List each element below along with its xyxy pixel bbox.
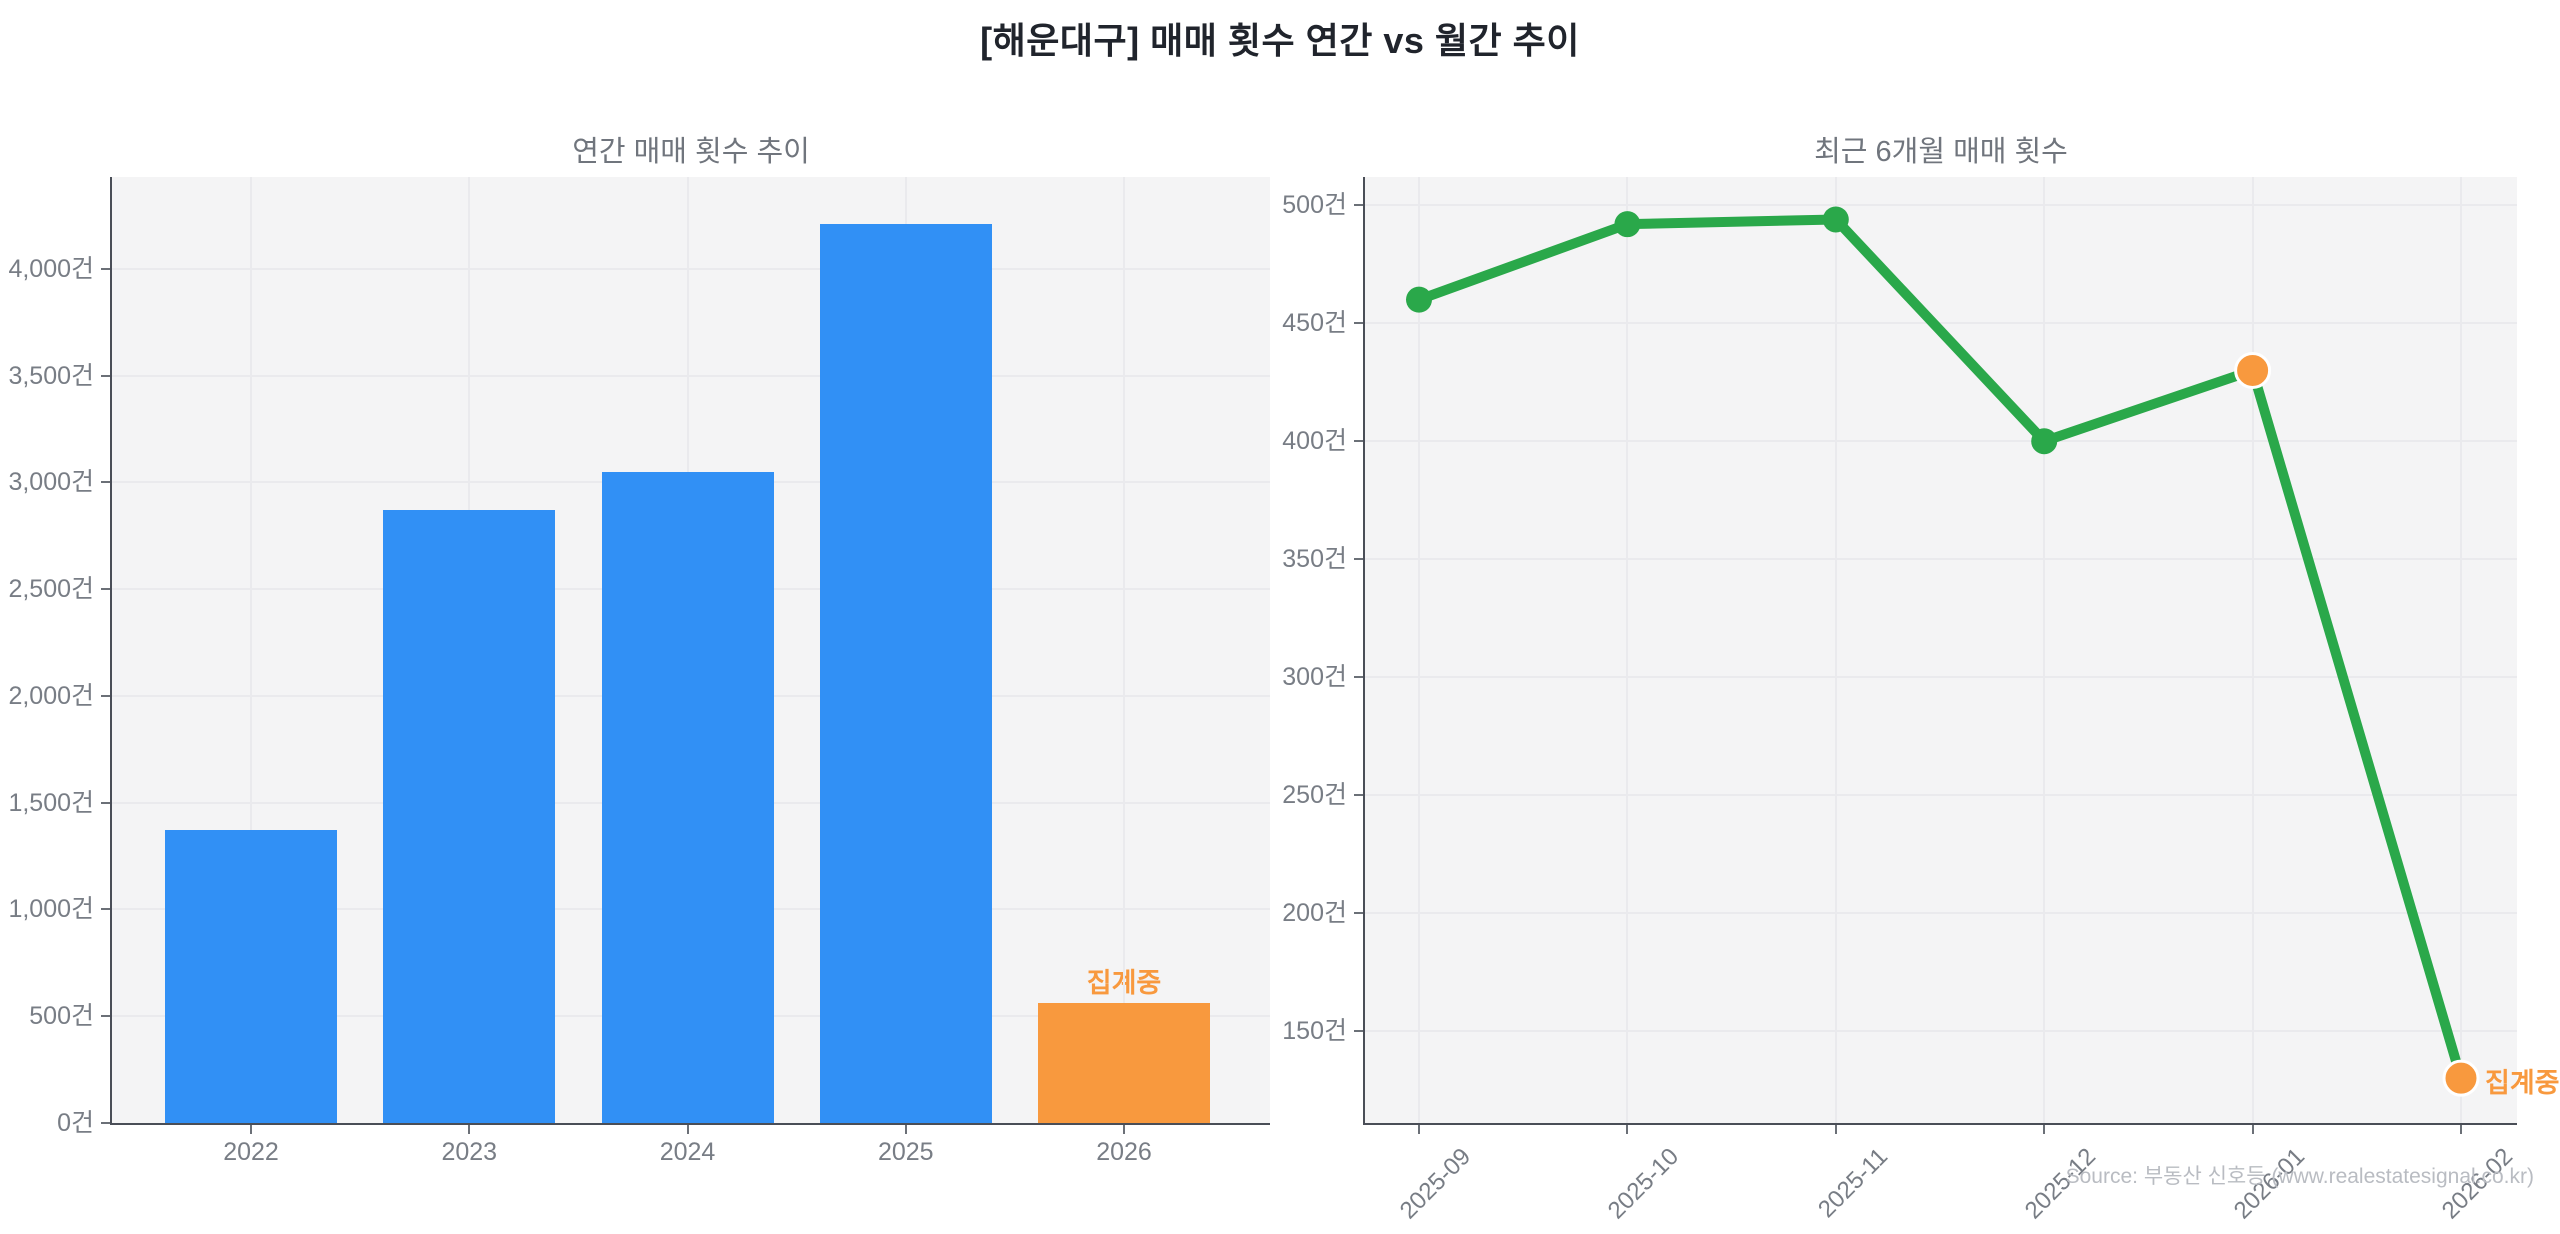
x-gridline [1834,177,1837,1123]
y-tick-label: 500건 [1282,191,1347,220]
y-tick-label: 500건 [29,1002,94,1031]
bar-2022 [165,830,337,1123]
y-tick-mark [1354,912,1363,915]
y-tick-mark [1354,204,1363,207]
y-tick-label: 200건 [1282,899,1347,928]
y-gridline [1365,440,2517,443]
y-tick-label: 3,000건 [8,468,94,497]
page-title: [해운대구] 매매 횟수 연간 vs 월간 추이 [980,20,1580,61]
x-tick-mark [250,1125,252,1134]
bar-2023 [383,510,556,1123]
y-gridline [1365,204,2517,207]
x-tick-label: 2025 [877,1138,934,1166]
monthly-plot-area: 집계중 150건 200건 250건 300건 350건 400건 450건 500건 2025… [1282,177,2560,1224]
data-point-2025-12 [2031,428,2058,455]
annual-x-axis-spine [110,1123,1270,1125]
bar-2026 [1038,1003,1210,1123]
y-tick-mark [101,801,110,804]
y-tick-mark [1354,558,1363,561]
y-gridline [1365,322,2517,325]
annual-chart-title: 연간 매매 횟수 추이 [572,136,810,168]
y-tick-mark [101,588,110,591]
monthly-chart-title: 최근 6개월 매매 횟수 [1814,136,2068,168]
x-tick-label: 2022 [223,1138,279,1166]
y-tick-label: 450건 [1282,309,1347,338]
x-tick-label: 2025-09 [1394,1143,1477,1225]
x-gridline [1123,177,1125,1123]
y-tick-label: 1,000건 [8,895,94,924]
y-tick-label: 1,500건 [8,788,94,817]
x-tick-label: 2025-11 [1812,1143,1893,1224]
x-gridline [2460,177,2462,1123]
y-gridline [112,374,1270,377]
y-tick-label: 3,500건 [8,361,94,390]
bar-2025 [819,223,992,1123]
y-tick-label: 2,000건 [8,681,94,710]
y-tick-mark [1354,794,1363,797]
y-tick-mark [101,908,110,911]
annual-y-axis-spine [110,177,112,1125]
x-tick-mark [2043,1125,2046,1134]
data-point-2026-01 [2234,351,2272,389]
y-tick-mark [101,1122,110,1124]
x-tick-mark [1123,1125,1125,1134]
x-tick-mark [1418,1125,1420,1134]
y-tick-mark [101,694,110,697]
y-gridline [1365,794,2517,797]
y-tick-mark [1354,322,1363,325]
line-series-monthly-sales [1406,206,2480,1097]
y-tick-mark [1354,1029,1363,1032]
x-tick-mark [2460,1125,2462,1134]
y-tick-label: 400건 [1282,427,1347,456]
x-tick-label: 2024 [659,1138,716,1166]
point-annotation-aggregating: 집계중 [2485,1068,2560,1099]
annual-plot-area: 집계중 0건500건1,000건1,500건2,000건2,500건3,000건… [8,177,1270,1166]
y-tick-mark [101,481,110,484]
y-tick-label: 250건 [1282,781,1347,810]
data-point-2026-02 [2442,1059,2480,1097]
x-gridline [2043,177,2046,1123]
y-tick-mark [101,267,110,270]
y-tick-mark [1354,676,1363,679]
x-tick-mark [1626,1125,1629,1134]
y-tick-label: 150건 [1282,1016,1347,1045]
line-path [1414,214,2466,1084]
y-gridline [1365,558,2517,561]
data-point-2025-09 [1406,286,1432,313]
y-tick-label: 0건 [57,1109,94,1137]
monthly-y-axis-spine [1363,177,1365,1125]
y-tick-label: 300건 [1282,663,1347,692]
x-gridline [1626,177,1629,1123]
x-tick-mark [468,1125,471,1134]
x-tick-label: 2026 [1096,1138,1152,1166]
x-tick-label: 2023 [441,1138,498,1166]
y-tick-mark [1354,440,1363,443]
x-gridline [2251,177,2254,1123]
x-tick-label: 2025-10 [1603,1143,1685,1225]
source-note: Source: 부동산 신호등 (www.realestatesignal.co… [2065,1165,2534,1188]
y-tick-mark [101,1015,110,1018]
x-tick-mark [686,1125,689,1134]
x-gridline [250,177,252,1123]
data-point-2025-10 [1614,211,1641,238]
y-gridline [1365,676,2517,679]
y-gridline [112,267,1270,270]
monthly-x-axis-spine [1363,1123,2517,1125]
x-tick-mark [1834,1125,1837,1134]
y-tick-label: 2,500건 [8,575,94,604]
x-gridline [1418,177,1420,1123]
data-point-2025-11 [1822,206,1849,233]
y-tick-mark [101,374,110,377]
bar-2024 [601,471,774,1123]
y-tick-label: 4,000건 [8,254,94,283]
y-gridline [1365,1029,2517,1032]
x-tick-mark [2251,1125,2254,1134]
y-tick-label: 350건 [1282,545,1347,574]
x-tick-mark [904,1125,907,1134]
y-gridline [1365,912,2517,915]
